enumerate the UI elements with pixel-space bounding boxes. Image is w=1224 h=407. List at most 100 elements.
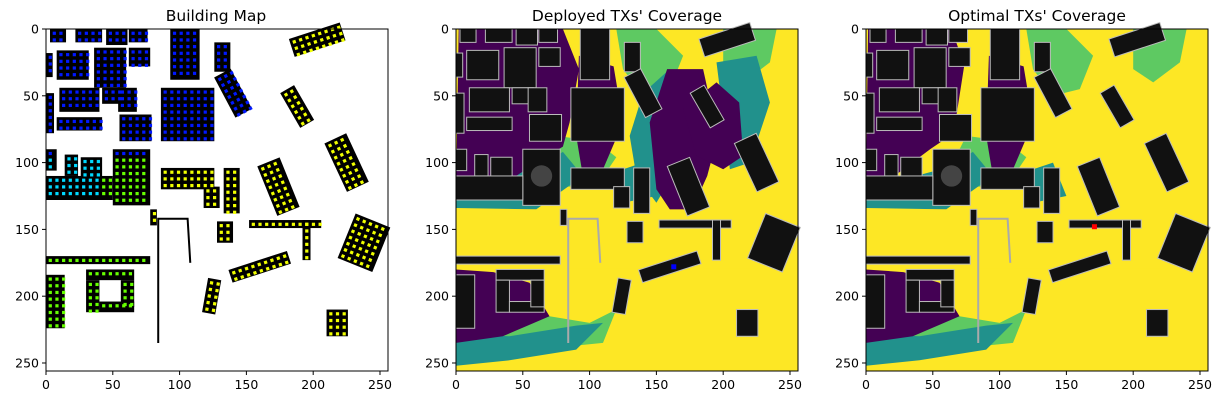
building <box>623 41 641 73</box>
x-tick-label: 150 <box>234 377 258 392</box>
map-marker <box>103 63 107 67</box>
axes-frame <box>45 28 389 372</box>
map-marker <box>183 123 187 128</box>
y-tick-label: 250 <box>15 355 39 370</box>
map-marker <box>176 90 181 94</box>
map-marker <box>122 38 126 42</box>
coverage-image <box>455 21 801 371</box>
map-marker <box>48 185 52 189</box>
map-marker <box>122 258 126 262</box>
map-marker <box>335 325 340 329</box>
map-marker <box>363 234 368 239</box>
map-marker <box>163 90 167 94</box>
building <box>466 116 513 132</box>
map-marker <box>186 65 190 69</box>
map-marker <box>246 272 251 277</box>
map-marker <box>290 204 295 210</box>
map-marker <box>368 221 373 227</box>
map-marker <box>217 77 223 82</box>
map-marker <box>115 304 119 308</box>
map-marker <box>240 274 245 279</box>
map-marker <box>88 302 92 307</box>
map-marker <box>229 85 235 91</box>
map-marker <box>48 62 52 66</box>
map-marker <box>88 258 92 262</box>
map-marker <box>203 137 207 141</box>
building <box>46 93 55 134</box>
map-marker <box>82 258 86 262</box>
map-marker <box>311 33 316 38</box>
building <box>468 87 510 113</box>
map-marker <box>252 270 257 275</box>
map-marker <box>227 94 232 100</box>
map-marker <box>127 90 131 94</box>
map-marker <box>122 31 126 35</box>
map-marker <box>305 249 309 253</box>
map-marker <box>148 130 153 134</box>
map-marker <box>142 137 146 141</box>
map-marker <box>48 258 52 262</box>
map-marker <box>329 318 333 323</box>
building <box>1021 277 1042 316</box>
map-marker <box>196 90 201 94</box>
map-marker <box>378 233 383 238</box>
map-marker <box>55 258 59 262</box>
map-marker <box>62 191 66 196</box>
map-marker <box>210 90 214 94</box>
map-marker <box>55 310 59 315</box>
map-marker <box>345 241 351 246</box>
map-marker <box>257 262 262 267</box>
map-marker <box>130 296 134 300</box>
x-tick-label: 0 <box>42 377 50 392</box>
map-marker <box>273 161 278 166</box>
map-marker <box>271 176 277 181</box>
map-marker <box>190 103 194 108</box>
map-marker <box>62 304 66 308</box>
x-tick-label: 200 <box>1121 377 1145 392</box>
map-marker <box>206 202 210 206</box>
map-marker <box>128 171 133 176</box>
map-marker <box>196 110 201 114</box>
map-marker <box>55 178 59 182</box>
map-marker <box>326 35 331 40</box>
x-tick-label: 250 <box>368 377 392 392</box>
map-marker <box>95 258 99 262</box>
building <box>1023 186 1041 209</box>
map-marker <box>226 210 230 214</box>
map-marker <box>226 230 230 234</box>
map-marker <box>59 73 63 77</box>
building <box>120 280 135 307</box>
map-marker <box>176 177 181 181</box>
map-marker <box>170 130 174 134</box>
map-marker <box>219 237 223 241</box>
map-marker <box>128 165 133 169</box>
y-tick-label: 50 <box>23 88 39 103</box>
building <box>455 52 464 78</box>
map-marker <box>233 197 237 201</box>
map-marker <box>142 185 146 189</box>
map-marker <box>92 119 96 124</box>
map-marker <box>95 103 99 108</box>
map-marker <box>223 73 228 79</box>
map-marker <box>144 31 149 35</box>
map-marker <box>103 50 107 54</box>
map-marker <box>283 186 288 191</box>
building <box>474 154 489 177</box>
building <box>455 148 468 172</box>
map-marker <box>330 149 336 154</box>
map-marker <box>122 158 126 162</box>
map-marker <box>74 157 78 161</box>
map-marker <box>88 309 92 313</box>
map-marker <box>128 123 133 128</box>
map-marker <box>86 126 90 130</box>
map-marker <box>59 59 63 63</box>
map-marker <box>115 258 119 262</box>
map-marker <box>278 209 283 215</box>
building-markers <box>327 137 365 191</box>
map-marker <box>263 172 268 178</box>
building <box>746 212 801 273</box>
map-marker <box>355 216 361 222</box>
y-tick-label: 200 <box>15 289 39 304</box>
map-marker <box>356 174 362 179</box>
map-marker <box>79 53 83 57</box>
